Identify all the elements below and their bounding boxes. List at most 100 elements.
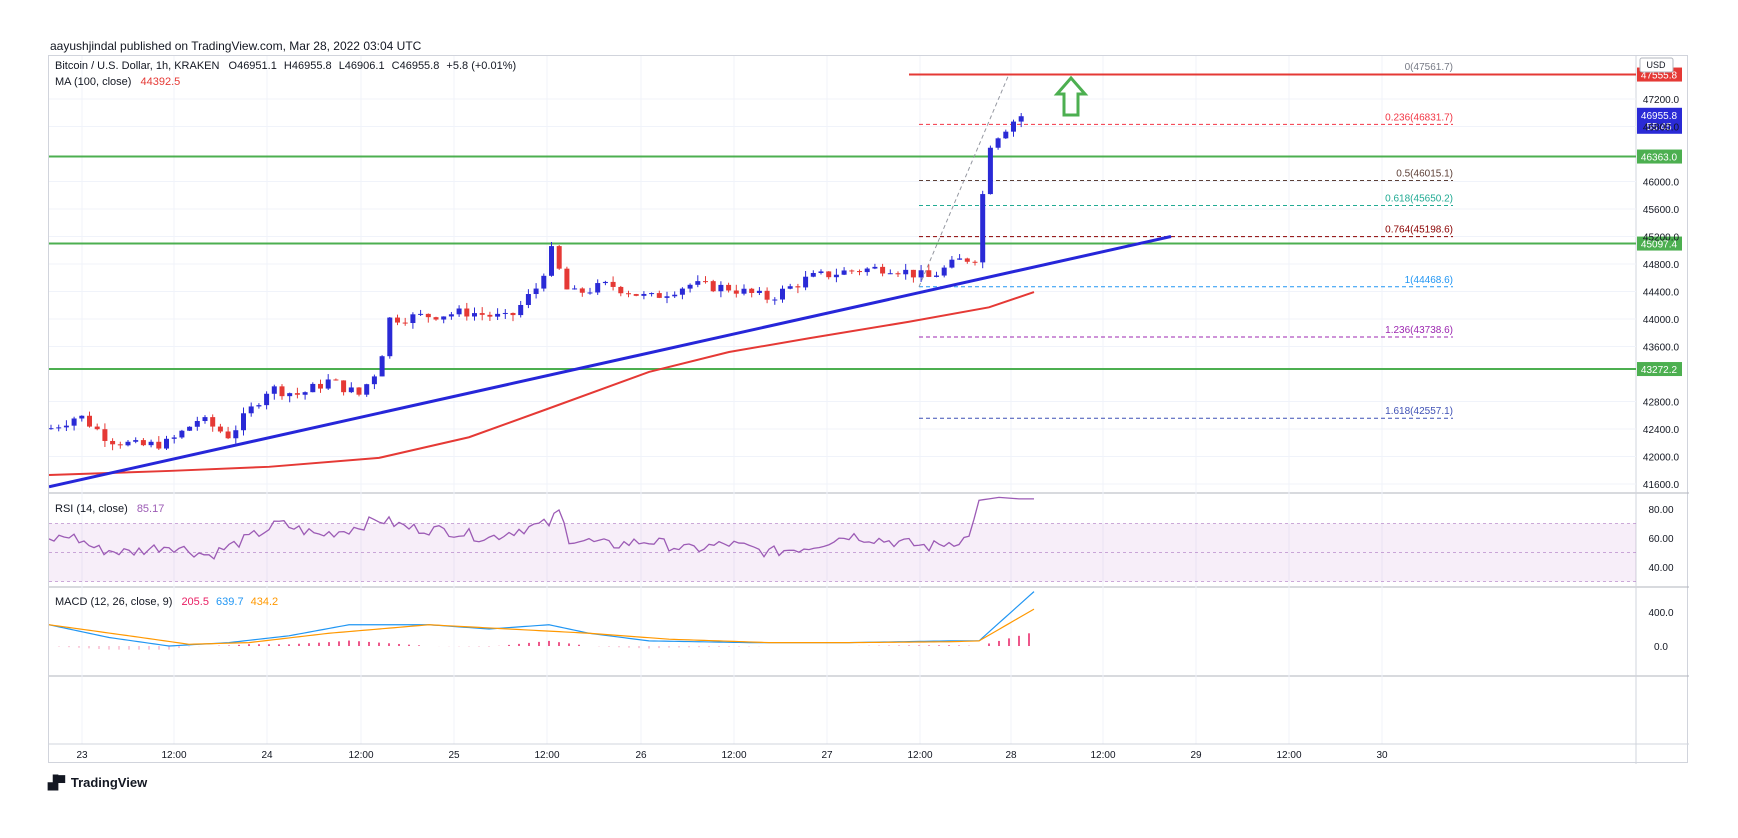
candle-body (587, 292, 593, 294)
candle-body (448, 314, 454, 317)
price-tick-label: 43600.0 (1643, 343, 1680, 354)
candle-body (518, 304, 524, 316)
candle-body (595, 283, 601, 293)
candle-body (656, 293, 662, 298)
candle-body (849, 270, 855, 272)
candle-body (164, 438, 169, 449)
time-tick-label: 12:00 (534, 750, 559, 761)
level-badge-text: 46363.0 (1641, 153, 1678, 164)
price-tick-label: 45600.0 (1643, 205, 1680, 216)
candle-body (810, 273, 816, 277)
legend-open: O46951.1 (229, 60, 277, 72)
resistance-badge-text: 47555.8 (1641, 71, 1678, 82)
candle-body (564, 268, 570, 290)
candle-body (910, 269, 916, 278)
candle-body (664, 296, 670, 298)
candle-body (934, 275, 939, 277)
tradingview-logo: ▟▀ TradingView (48, 775, 147, 791)
candle-body (949, 259, 955, 268)
candle-body (679, 288, 685, 295)
last-price-badge (1637, 107, 1682, 134)
candle-body (918, 270, 924, 278)
candle-body (579, 288, 585, 293)
candle-body (310, 383, 316, 393)
candle-body (733, 290, 739, 294)
legend-ma-value: 44392.5 (140, 76, 180, 88)
time-tick-label: 12:00 (1090, 750, 1115, 761)
candle-body (841, 270, 847, 275)
candle-body (63, 425, 69, 428)
candle-body (456, 308, 462, 315)
svg-text:MACD (12, 26, close, 9): MACD (12, 26, close, 9) 205.5 639.7 434.… (55, 596, 278, 608)
candle-body (872, 266, 878, 269)
candle-body (957, 258, 963, 260)
candle-body (533, 288, 539, 295)
candle-body (333, 379, 339, 381)
candle-body (572, 288, 578, 290)
price-tick-label: 44800.0 (1643, 260, 1680, 271)
candle-body (649, 293, 655, 295)
candle-body (140, 440, 146, 446)
time-tick-label: 27 (821, 750, 833, 761)
candle-body (487, 314, 493, 317)
candle-body (133, 440, 139, 442)
time-tick-label: 26 (635, 750, 647, 761)
level-badge (1637, 149, 1682, 164)
candle-body (341, 380, 347, 393)
candle-body (387, 317, 393, 357)
legend-symbol: Bitcoin / U.S. Dollar, 1h, KRAKEN (55, 60, 220, 72)
last-price-text: 46955.8 (1641, 111, 1678, 122)
candle-body (895, 273, 901, 275)
candle-body (672, 294, 678, 297)
time-tick-label: 12:00 (1276, 750, 1301, 761)
svg-text:Bitcoin / U.S. Dollar, 1h, KRA: Bitcoin / U.S. Dollar, 1h, KRAKEN O46951… (55, 60, 516, 72)
candle-body (117, 444, 123, 446)
macd-tick-label: 0.0 (1654, 642, 1668, 653)
candle-body (510, 312, 516, 316)
candle-body (1011, 121, 1016, 132)
candle-body (610, 281, 616, 287)
candle-body (749, 288, 755, 293)
candle-body (395, 317, 400, 323)
time-tick-label: 12:00 (348, 750, 373, 761)
legend-low: L46906.1 (339, 60, 385, 72)
price-tick-label: 44000.0 (1643, 315, 1680, 326)
price-tick-label: 46800.0 (1643, 123, 1680, 134)
legend-high: H46955.8 (284, 60, 332, 72)
legend-rsi-value: 85.17 (137, 503, 165, 515)
tv-logo-icon: ▟▀ (48, 775, 65, 790)
candle-body (695, 281, 701, 285)
legend-macd-label: MACD (12, 26, close, 9) (55, 596, 172, 608)
candle-body (980, 194, 986, 263)
publisher-caption: aayushjindal published on TradingView.co… (50, 39, 422, 53)
candle-body (833, 274, 839, 278)
candle-body (48, 428, 54, 430)
price-tick-label: 42400.0 (1643, 425, 1680, 436)
candle-body (787, 286, 793, 289)
fib-label: 1.236(43738.6) (1385, 325, 1453, 336)
time-tick-label: 25 (448, 750, 460, 761)
price-chart[interactable]: 46363.0 45097.4 43272.2 47555.8 46955.855:45… (48, 56, 1689, 764)
candle-body (356, 387, 362, 395)
candle-body (156, 441, 162, 449)
candle-body (772, 299, 778, 301)
time-tick-label: 24 (261, 750, 273, 761)
candle-body (325, 379, 331, 389)
candle-body (687, 284, 693, 289)
candle-body (741, 288, 747, 294)
candle-body (626, 293, 631, 295)
price-tick-label: 41600.0 (1643, 480, 1680, 491)
rsi-tick-label: 40.00 (1648, 563, 1673, 574)
candle-body (864, 268, 870, 273)
candle-body (903, 269, 909, 275)
candle-body (972, 261, 978, 263)
candle-body (857, 271, 862, 273)
candle-body (225, 431, 231, 439)
candle-body (987, 147, 993, 195)
candle-body (549, 246, 554, 276)
price-tick-label: 47200.0 (1643, 95, 1680, 106)
legend-close: C46955.8 (392, 60, 440, 72)
candle-body (495, 313, 501, 317)
candle-body (171, 437, 177, 439)
candle-body (425, 313, 431, 318)
